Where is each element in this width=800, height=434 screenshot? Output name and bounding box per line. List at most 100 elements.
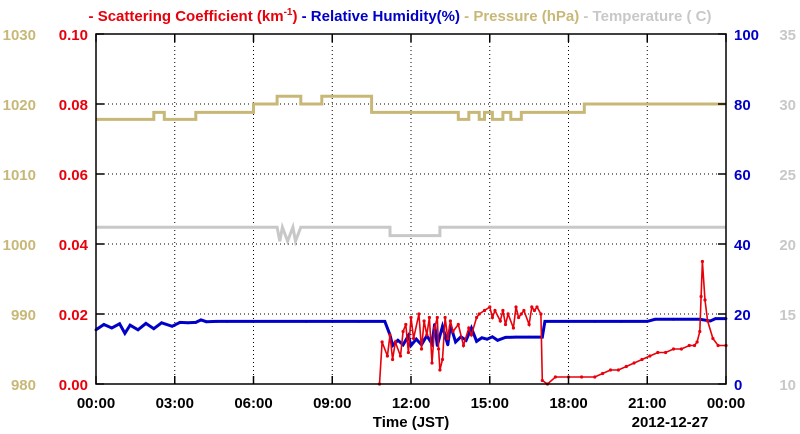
scattering-point [699, 294, 703, 299]
scattering-point [632, 361, 636, 365]
scattering-point [648, 354, 652, 358]
scattering-point [664, 350, 668, 355]
scattering-point [417, 312, 421, 316]
humidity-point [645, 320, 649, 323]
scattering-point [498, 319, 502, 323]
humidity-point [186, 321, 190, 325]
scattering-point [469, 333, 473, 337]
scattering-point [716, 343, 720, 348]
humidity-point [441, 324, 444, 328]
humidity-point [593, 320, 597, 323]
humidity-point [708, 319, 712, 323]
scattering-tick-label: 0.00 [59, 377, 88, 394]
legend-entry: - Relative Humidity(%) [297, 8, 460, 25]
scattering-point [451, 329, 455, 334]
humidity-tick-label: 60 [734, 167, 751, 184]
scattering-point [687, 343, 691, 348]
scattering-point [398, 354, 403, 358]
scattering-point [401, 329, 405, 334]
scattering-point [593, 375, 597, 379]
humidity-point [194, 321, 198, 324]
scattering-point [692, 343, 697, 348]
scattering-point [435, 315, 439, 320]
humidity-point [454, 340, 457, 344]
pressure-tick-label: 1030 [3, 27, 36, 44]
humidity-point [504, 336, 507, 339]
scattering-point [433, 326, 437, 330]
scattering-point [437, 347, 441, 351]
x-tick-label: 06:00 [234, 395, 272, 412]
x-tick-label: 12:00 [392, 395, 430, 412]
scattering-point [580, 375, 584, 379]
scattering-point [467, 326, 471, 330]
humidity-tick-label: 0 [734, 377, 742, 394]
humidity-point [527, 335, 531, 339]
humidity-point [199, 318, 203, 322]
humidity-point [225, 320, 229, 323]
scattering-point [698, 329, 702, 334]
temperature-line [96, 221, 726, 247]
scattering-point [419, 347, 424, 351]
scattering-point [553, 375, 558, 379]
humidity-point [304, 320, 308, 323]
scattering-point [443, 315, 447, 320]
scattering-point [706, 319, 710, 323]
legend-entry: - Temperature ( C) [579, 8, 711, 25]
series-layer [94, 94, 728, 386]
humidity-point [152, 327, 156, 331]
scattering-point [404, 322, 408, 327]
scattering-point [522, 308, 526, 313]
scattering-point [624, 364, 628, 369]
humidity-point [475, 339, 478, 343]
scattering-point [388, 333, 392, 337]
pressure-line [96, 94, 726, 121]
humidity-point [396, 338, 400, 342]
scattering-point [700, 259, 705, 264]
scattering-point [393, 340, 397, 344]
x-tick-label: 00:00 [77, 395, 115, 412]
pressure-tick-label: 980 [11, 377, 36, 394]
humidity-point [414, 337, 418, 341]
scattering-point [514, 305, 518, 309]
pressure-tick-label: 1000 [3, 237, 36, 254]
temperature-tick-label: 35 [779, 27, 796, 44]
scattering-point [427, 315, 431, 320]
humidity-point [204, 320, 208, 324]
scattering-point [532, 308, 537, 313]
scattering-tick-label: 0.08 [59, 97, 88, 114]
humidity-point [144, 322, 148, 325]
scattering-point [422, 319, 426, 323]
scattering-point [446, 336, 450, 341]
humidity-point [672, 317, 675, 321]
scattering-point [425, 333, 429, 337]
scattering-tick-label: 0.10 [59, 27, 88, 44]
scattering-point [409, 315, 413, 320]
legend-superscript: -1 [284, 7, 293, 18]
temperature-axis: 10 15 20 25 30 35 [779, 27, 796, 394]
humidity-point [543, 320, 547, 323]
humidity-point [160, 321, 164, 325]
x-tick-label: 00:00 [707, 395, 745, 412]
humidity-point [619, 320, 623, 323]
scattering-point [671, 347, 676, 351]
scattering-point [540, 378, 544, 383]
scattering-point [430, 361, 434, 365]
scattering-point [656, 350, 660, 355]
scattering-point [385, 354, 389, 358]
scattering-tick-label: 0.04 [59, 237, 89, 254]
humidity-tick-label: 20 [734, 307, 751, 324]
scattering-point [482, 308, 487, 313]
scattering-point [506, 312, 510, 316]
humidity-point [383, 320, 387, 323]
scattering-point [438, 368, 442, 372]
x-tick-label: 15:00 [471, 395, 509, 412]
scattering-point [601, 371, 605, 376]
scattering-point [477, 312, 481, 316]
temperature-tick-label: 20 [779, 237, 796, 254]
humidity-point [252, 320, 255, 323]
scattering-point [440, 357, 445, 362]
temperature-tick-label: 10 [779, 377, 796, 394]
scattering-point [527, 322, 531, 327]
x-tick-label: 21:00 [628, 395, 666, 412]
scattering-point [530, 305, 534, 309]
